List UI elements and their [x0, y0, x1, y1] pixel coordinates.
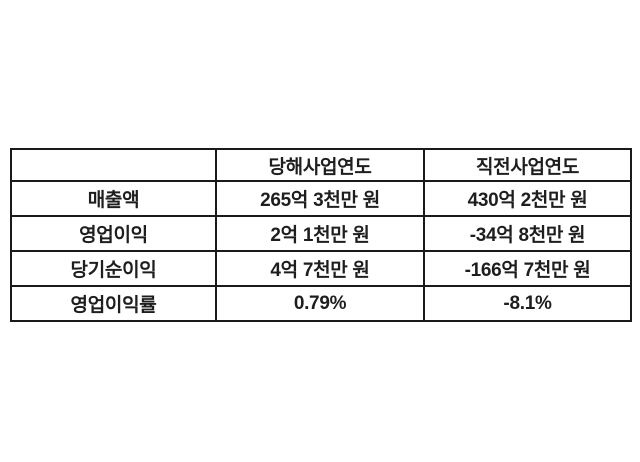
row-label-operating-profit: 영업이익: [10, 215, 217, 252]
table-header-row: 당해사업연도 직전사업연도: [10, 148, 632, 182]
row-label-net-income: 당기순이익: [10, 250, 217, 287]
column-header-previous-year: 직전사업연도: [423, 148, 632, 182]
cell-operating-margin-current: 0.79%: [215, 285, 425, 322]
column-header-current-year: 당해사업연도: [215, 148, 425, 182]
table-row-operating-margin: 영업이익률 0.79% -8.1%: [10, 285, 632, 322]
table-row-operating-profit: 영업이익 2억 1천만 원 -34억 8천만 원: [10, 215, 632, 252]
cell-net-income-current: 4억 7천만 원: [215, 250, 425, 287]
cell-revenue-previous: 430억 2천만 원: [423, 180, 632, 217]
cell-net-income-previous: -166억 7천만 원: [423, 250, 632, 287]
cell-operating-profit-previous: -34억 8천만 원: [423, 215, 632, 252]
row-label-operating-margin: 영업이익률: [10, 285, 217, 322]
corner-cell: [10, 148, 217, 182]
cell-operating-margin-previous: -8.1%: [423, 285, 632, 322]
cell-revenue-current: 265억 3천만 원: [215, 180, 425, 217]
row-label-revenue: 매출액: [10, 180, 217, 217]
table-row-revenue: 매출액 265억 3천만 원 430억 2천만 원: [10, 180, 632, 217]
financial-summary-table: 당해사업연도 직전사업연도 매출액 265억 3천만 원 430억 2천만 원 …: [10, 148, 632, 322]
cell-operating-profit-current: 2억 1천만 원: [215, 215, 425, 252]
table-row-net-income: 당기순이익 4억 7천만 원 -166억 7천만 원: [10, 250, 632, 287]
